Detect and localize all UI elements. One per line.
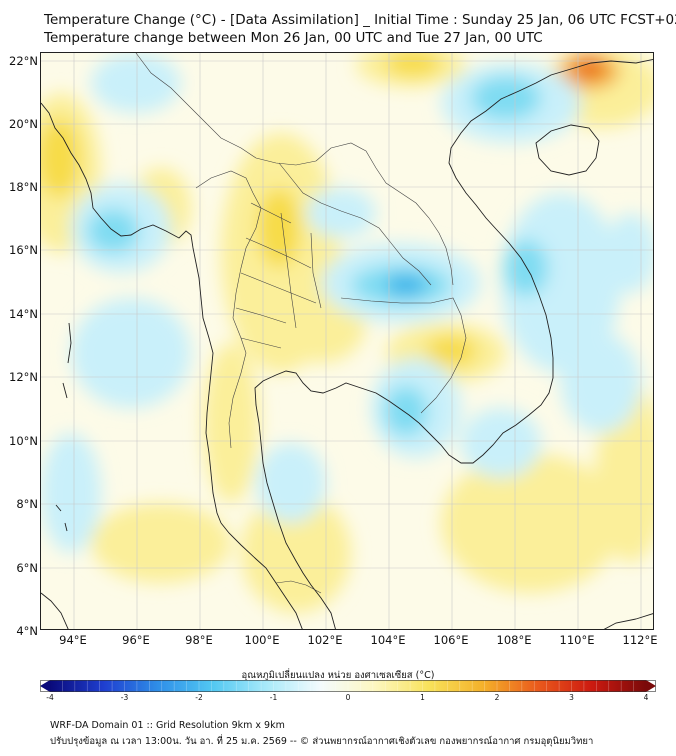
coastline-borneo [603,613,653,629]
colorbar-tick: 1 [420,693,425,702]
border-thailand-myanmar [195,170,262,449]
lon-label-102: 102°E [307,633,343,647]
border-china-myanmar [135,53,317,166]
coastline-sumatra-tip [41,592,69,629]
lat-label-6: 6°N [16,561,38,575]
coastlines [41,58,653,629]
cool-anomaly-sw [41,433,101,553]
colorbar-segments [62,680,634,692]
warm-anomaly-peninsula [241,493,351,613]
lon-label-104: 104°E [370,633,406,647]
lon-label-110: 110°E [559,633,595,647]
border-laos-thailand [278,162,432,286]
colorbar-tick: -2 [195,693,203,702]
admin-borders [135,53,467,594]
lon-label-100: 100°E [244,633,280,647]
map-canvas [41,53,653,629]
lat-label-18: 18°N [9,180,38,194]
colorbar-min-arrow [40,680,50,692]
cool-anomaly-northwest [91,53,181,113]
colorbar-tick: 4 [643,693,649,702]
map-title: Temperature Change (°C) - [Data Assimila… [44,12,676,28]
border-malaysia [275,580,322,594]
graticule [41,53,653,629]
cool-anomaly-laos-peak [386,273,426,297]
colorbar-gradient [50,680,646,692]
colorbar [40,680,656,692]
lat-label-20: 20°N [9,117,38,131]
lon-label-108: 108°E [496,633,532,647]
coastline-peninsula-east [254,370,420,629]
cool-anomaly-gulf-west [256,443,326,523]
border-laos-vietnam [315,142,454,286]
cool-anomaly-mekong-sea [461,408,541,478]
cool-anomaly-vietnam-coast [501,193,621,373]
warm-anomaly-cambodia-core [425,335,477,367]
colorbar-outline [40,680,656,692]
cool-anomaly-gulf-core [384,386,428,436]
lon-label-94: 94°E [59,633,87,647]
lat-label-4: 4°N [16,624,38,638]
lat-label-16: 16°N [9,243,38,257]
colorbar-title: อุณหภูมิเปลี่ยนแปลง หน่วย องศาเซลเซียส (… [241,670,435,681]
warm-anomaly-north-core [385,53,441,77]
warm-anomaly-andaman [91,503,231,583]
lon-label-98: 98°E [185,633,213,647]
warm-anomaly-core-west [41,118,81,198]
lat-label-10: 10°N [9,434,38,448]
model-info: WRF-DA Domain 01 :: Grid Resolution 9km … [50,720,285,731]
border-cambodia [340,297,467,414]
lat-label-8: 8°N [16,497,38,511]
coastline-vietnam-south [418,58,653,464]
colorbar-tick: 2 [494,693,500,702]
temperature-change-map [40,52,654,630]
cool-anomaly-andaman-north [71,298,191,408]
cool-anomaly-north-laos [306,188,376,238]
lon-label-96: 96°E [122,633,150,647]
coastline-peninsula-west [220,522,303,629]
warm-anomaly-south-sea [441,453,621,593]
cool-anomaly-bay-core [87,209,139,253]
coastline-hainan [535,124,600,176]
warm-anomaly-thailand-core [257,188,301,268]
colorbar-tick: 0 [345,693,351,702]
lat-label-22: 22°N [9,54,38,68]
lat-label-12: 12°N [9,370,38,384]
warm-anomaly-tenasserim [203,343,259,503]
coastline-andaman-islands [55,322,72,532]
colorbar-max-arrow [646,680,656,692]
map-subtitle: Temperature change between Mon 26 Jan, 0… [44,30,543,46]
cool-anomaly-north-vietnam-core [471,76,541,120]
temperature-field [41,53,653,613]
cool-anomaly-vietnam-core [504,240,548,296]
lon-label-106: 106°E [433,633,469,647]
cool-anomaly-sea [561,333,641,433]
colorbar-tick: -1 [269,693,278,702]
credit-line: ปรับปรุงข้อมูล ณ เวลา 13:00น. วัน อา. ที… [50,736,594,747]
lon-label-112: 112°E [622,633,658,647]
coastline-myanmar-west [41,102,222,524]
colorbar-tick: 3 [569,693,574,702]
border-thai-provinces [235,202,322,349]
colorbar-tick: -4 [46,693,54,702]
lat-label-14: 14°N [9,307,38,321]
colorbar-tick: -3 [120,693,129,702]
cool-anomaly-far-east [606,213,653,293]
